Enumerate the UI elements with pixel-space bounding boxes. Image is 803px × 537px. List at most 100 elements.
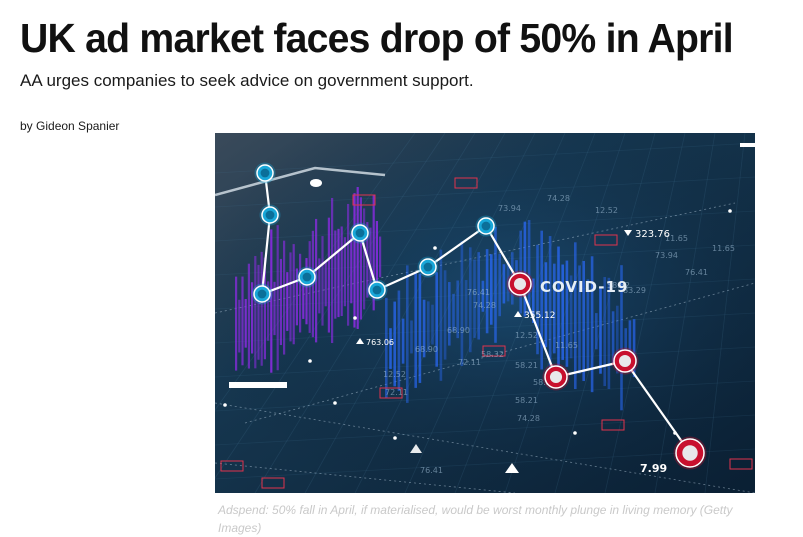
blue-bar — [452, 293, 455, 332]
red-box — [482, 345, 506, 357]
purple-bar — [279, 258, 282, 346]
blue-bar — [544, 262, 548, 348]
up-arrow-icon — [356, 338, 364, 344]
blue-bar — [582, 260, 585, 382]
red-box — [352, 194, 376, 206]
dot — [393, 436, 397, 440]
blue-bar — [607, 277, 611, 390]
blue-bar — [616, 305, 619, 374]
guide-line — [244, 282, 755, 424]
byline-prefix: by — [20, 119, 33, 133]
purple-bar — [267, 281, 270, 341]
grid-number: 74.28 — [473, 301, 496, 310]
grid-number: 76.41 — [467, 288, 490, 297]
grid-line — [554, 133, 656, 493]
blue-bar — [548, 236, 552, 373]
node-core — [355, 228, 365, 238]
purple-bar — [244, 299, 247, 348]
grid-number: 72.11 — [458, 358, 481, 367]
purple-bar — [350, 233, 353, 304]
purple-bar — [347, 203, 350, 326]
node-core — [265, 210, 275, 220]
grid-number: 83.29 — [623, 286, 646, 295]
grid-number: 58.32 — [607, 281, 630, 290]
grid-line — [704, 133, 746, 493]
grid-line — [215, 133, 446, 479]
standfirst: AA urges companies to seek advice on gov… — [20, 71, 474, 90]
grid-line — [215, 176, 755, 208]
readout-value: 7.99 — [640, 462, 667, 475]
blue-bar — [427, 301, 430, 352]
node-core — [260, 168, 270, 178]
purple-bar — [254, 256, 257, 369]
grid-number: 72.11 — [385, 388, 408, 397]
author-link[interactable]: Gideon Spanier — [36, 119, 120, 133]
purple-bar — [286, 272, 289, 331]
grid-line — [215, 346, 755, 378]
up-arrow-icon — [514, 311, 522, 317]
purple-bar — [372, 194, 375, 311]
red-box — [261, 477, 285, 489]
blue-bar — [460, 241, 464, 366]
blue-bar — [527, 220, 531, 314]
purple-bar — [356, 187, 359, 329]
purple-bar — [353, 193, 356, 328]
purple-bar — [327, 217, 330, 333]
grid-number: 12.52 — [515, 331, 538, 340]
blue-bar — [443, 270, 447, 360]
alert-node-core — [513, 277, 527, 291]
grid-number: 11.65 — [665, 234, 688, 243]
grid-line — [404, 133, 566, 493]
grid-number: 74.28 — [547, 194, 570, 203]
headline: UK ad market faces drop of 50% in April — [20, 15, 734, 61]
blue-bar — [578, 265, 581, 374]
purple-bar — [247, 263, 250, 369]
blue-bar — [536, 244, 539, 355]
purple-bar — [318, 258, 321, 314]
blue-bar — [435, 272, 438, 367]
red-box — [379, 387, 403, 399]
purple-bar — [238, 299, 241, 353]
purple-bar — [302, 270, 305, 319]
node-core — [372, 285, 382, 295]
red-box — [220, 460, 244, 472]
grid-number: 11.65 — [555, 341, 578, 350]
purple-bar — [379, 236, 382, 278]
blue-bar — [557, 246, 560, 372]
red-box — [594, 234, 618, 246]
image-glow — [215, 133, 755, 493]
byline: by Gideon Spanier — [20, 118, 119, 134]
grid-number: 58.21 — [533, 378, 556, 387]
blue-bar — [523, 221, 527, 317]
grid-number: 76.41 — [685, 268, 708, 277]
blue-bar — [502, 264, 506, 304]
grid-line — [504, 133, 626, 493]
blue-bar — [628, 320, 632, 373]
grid-line — [654, 133, 716, 493]
grid-line — [215, 380, 755, 412]
grid-number: 58.32 — [481, 350, 504, 359]
grid-line — [215, 448, 755, 480]
grid-line — [304, 133, 506, 493]
readout-4: 7.99 — [640, 462, 667, 475]
blue-bar — [624, 328, 627, 363]
blue-bar — [397, 290, 401, 392]
red-box — [601, 419, 625, 431]
purple-bar — [321, 236, 324, 326]
blue-bar — [590, 256, 594, 393]
red-box — [729, 458, 753, 470]
blue-bar — [632, 319, 636, 378]
dot — [223, 403, 227, 407]
white-node — [310, 179, 322, 187]
price-line — [260, 172, 691, 454]
image-caption: Adspend: 50% fall in April, if materiali… — [218, 503, 733, 535]
grid-number: 12.52 — [383, 370, 406, 379]
blue-bar — [569, 275, 573, 359]
blue-bar — [481, 280, 485, 312]
grid-layer — [215, 133, 755, 493]
purple-bar — [270, 229, 273, 373]
guide-line — [215, 462, 516, 493]
blue-bar — [532, 278, 535, 323]
up-arrow-icon — [505, 463, 519, 473]
blue-bar — [595, 313, 598, 350]
